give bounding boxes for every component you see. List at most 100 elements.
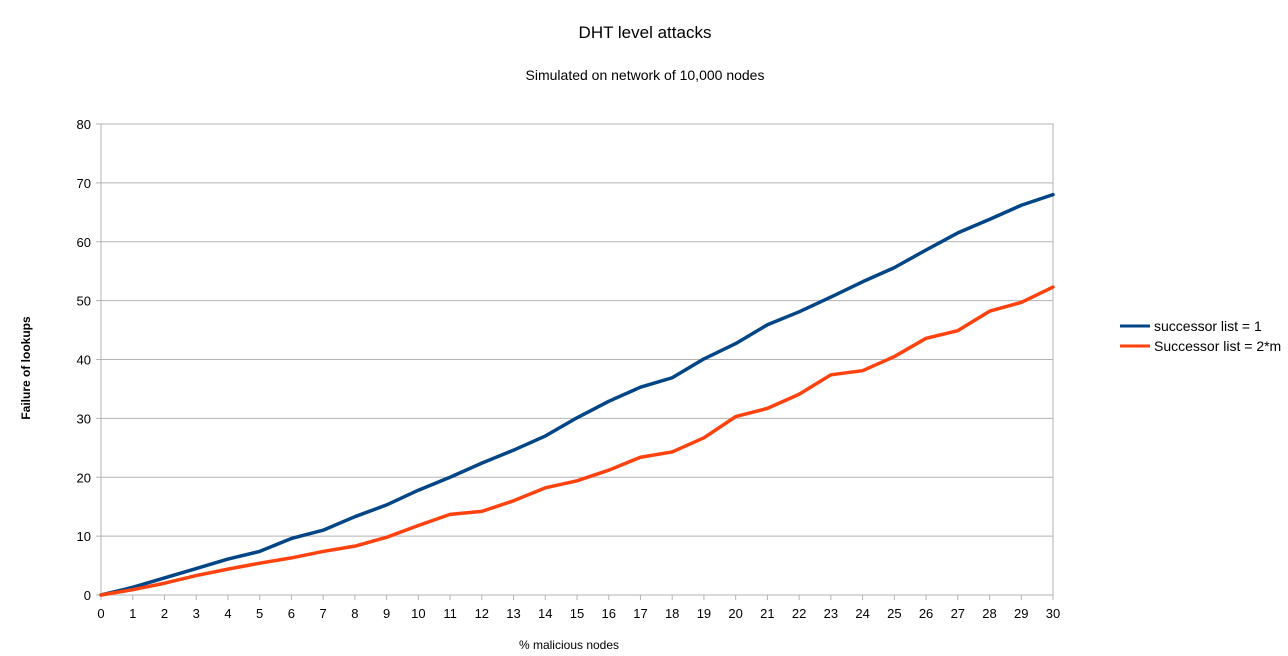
- x-tick-label: 12: [475, 606, 489, 621]
- data-point: [354, 515, 356, 518]
- x-tick-label: 20: [728, 606, 742, 621]
- data-point: [988, 310, 991, 313]
- data-point: [671, 451, 673, 453]
- gridlines: [101, 123, 1053, 596]
- data-point: [195, 574, 197, 577]
- legend-label-1: successor list = 1: [1154, 318, 1262, 334]
- data-point: [830, 296, 832, 298]
- data-point: [163, 582, 166, 585]
- x-tick-label: 30: [1046, 606, 1060, 621]
- data-point: [449, 476, 451, 479]
- x-tick-label: 25: [887, 606, 901, 621]
- x-tick-label: 9: [383, 606, 390, 621]
- x-tick-label: 2: [161, 606, 168, 621]
- data-point: [322, 550, 324, 553]
- y-tick-label: 40: [77, 353, 91, 368]
- x-tick-label: 29: [1014, 606, 1028, 621]
- x-tick-label: 13: [506, 606, 520, 621]
- data-point: [766, 407, 769, 410]
- data-point: [512, 449, 515, 451]
- data-point: [988, 218, 991, 221]
- data-point: [449, 513, 451, 516]
- data-point: [1052, 193, 1054, 196]
- x-tick-label: 8: [351, 606, 358, 621]
- data-point: [417, 524, 420, 527]
- data-point: [417, 489, 420, 492]
- data-point: [258, 562, 261, 565]
- data-point: [576, 479, 578, 482]
- data-point: [703, 358, 705, 360]
- x-tick-label: 16: [601, 606, 615, 621]
- x-tick-label: 26: [919, 606, 933, 621]
- data-point: [798, 311, 800, 313]
- y-axis-ticks: 0 10 20 30 40 50 60 70 80: [77, 117, 101, 603]
- series-lines: [99, 192, 1055, 597]
- y-tick-label: 70: [77, 176, 91, 191]
- data-point: [544, 487, 547, 489]
- chart-subtitle: Simulated on network of 10,000 nodes: [526, 67, 765, 83]
- y-tick-label: 20: [77, 470, 91, 485]
- data-point: [131, 588, 134, 591]
- data-point: [544, 435, 547, 437]
- y-tick-label: 80: [77, 117, 91, 132]
- x-tick-label: 19: [697, 606, 711, 621]
- x-tick-label: 0: [97, 606, 104, 621]
- y-tick-label: 50: [77, 294, 91, 309]
- data-point: [925, 337, 927, 340]
- data-point: [385, 504, 388, 506]
- data-point: [734, 342, 737, 345]
- x-tick-label: 6: [288, 606, 295, 621]
- legend: successor list = 1 Successor list = 2*m: [1120, 318, 1281, 354]
- x-tick-label: 3: [193, 606, 200, 621]
- data-point: [893, 355, 896, 358]
- data-point: [227, 568, 229, 570]
- data-point: [512, 500, 515, 502]
- x-tick-label: 5: [256, 606, 263, 621]
- data-point: [354, 545, 356, 547]
- x-tick-label: 21: [760, 606, 774, 621]
- x-tick-label: 18: [665, 606, 679, 621]
- series-line-1: [99, 192, 1055, 597]
- y-tick-label: 30: [77, 411, 91, 426]
- data-point: [576, 416, 578, 419]
- series-line-2: [99, 285, 1055, 597]
- x-tick-label: 14: [538, 606, 552, 621]
- data-point: [607, 400, 610, 403]
- data-point: [385, 536, 388, 539]
- data-point: [290, 537, 293, 540]
- data-point: [1020, 301, 1023, 304]
- data-point: [766, 323, 769, 326]
- data-point: [195, 567, 197, 570]
- data-point: [639, 456, 642, 459]
- data-point: [227, 558, 229, 560]
- data-point: [830, 374, 832, 376]
- x-tick-label: 1: [129, 606, 136, 621]
- data-point: [131, 586, 134, 589]
- x-tick-label: 15: [570, 606, 584, 621]
- y-tick-label: 60: [77, 235, 91, 250]
- data-point: [734, 415, 737, 418]
- data-point: [163, 577, 166, 579]
- data-point: [957, 329, 959, 332]
- x-axis-label: % malicious nodes: [519, 638, 619, 652]
- legend-label-2: Successor list = 2*m: [1154, 338, 1281, 354]
- x-tick-label: 27: [951, 606, 965, 621]
- data-point: [258, 550, 261, 553]
- x-tick-label: 17: [633, 606, 647, 621]
- x-tick-label: 23: [824, 606, 838, 621]
- y-tick-label: 10: [77, 529, 91, 544]
- x-tick-label: 24: [855, 606, 869, 621]
- data-point: [1052, 286, 1054, 288]
- data-point: [671, 376, 673, 379]
- data-point: [481, 510, 483, 513]
- x-axis-ticks: 0 1 2 3 4 5 6 7 8 9 10 11 12 13 14 15 16 17 18 19 20 21 22 23 24…: [97, 595, 1060, 621]
- chart-title: DHT level attacks: [579, 23, 712, 42]
- x-tick-label: 28: [982, 606, 996, 621]
- data-point: [1020, 204, 1023, 207]
- data-point: [925, 249, 927, 251]
- data-point: [703, 437, 705, 439]
- data-point: [100, 594, 102, 596]
- x-tick-label: 7: [320, 606, 327, 621]
- x-tick-label: 22: [792, 606, 806, 621]
- x-tick-label: 11: [443, 606, 457, 621]
